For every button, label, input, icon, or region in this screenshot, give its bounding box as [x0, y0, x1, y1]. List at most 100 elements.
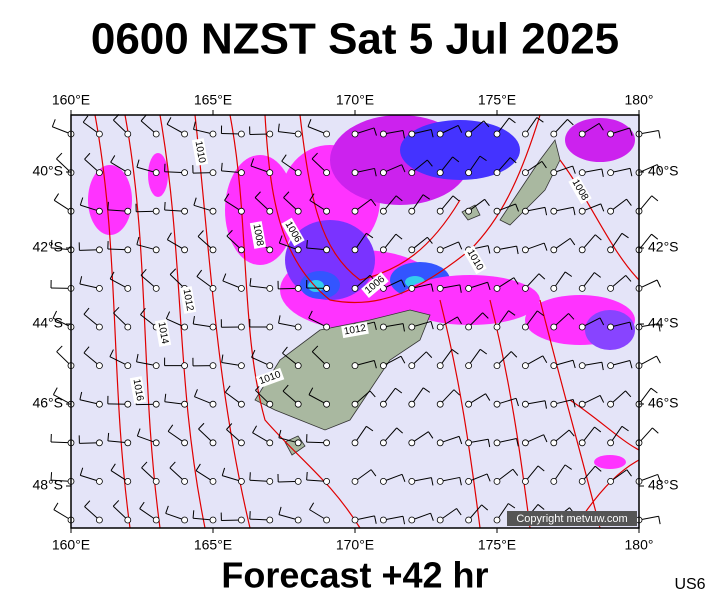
station — [238, 285, 244, 291]
wind-barb — [652, 428, 658, 433]
latitude-label: 42°S — [32, 239, 63, 255]
longitude-label: 165°E — [194, 92, 232, 108]
station — [494, 363, 500, 369]
station — [153, 440, 159, 446]
latitude-label: 40°S — [32, 163, 63, 179]
station — [295, 247, 301, 253]
station — [210, 363, 216, 369]
station — [238, 170, 244, 176]
station — [153, 247, 159, 253]
station — [608, 324, 614, 330]
station — [96, 170, 102, 176]
wind-barb — [56, 153, 61, 159]
station — [494, 170, 500, 176]
station — [238, 363, 244, 369]
station — [494, 478, 500, 484]
station — [182, 478, 188, 484]
station — [466, 401, 472, 407]
station — [125, 285, 131, 291]
station — [324, 401, 330, 407]
station — [608, 131, 614, 137]
station — [295, 170, 301, 176]
wind-barb — [57, 346, 63, 352]
station — [295, 401, 301, 407]
station — [182, 170, 188, 176]
station — [579, 478, 585, 484]
station — [352, 478, 358, 484]
station — [324, 208, 330, 214]
station — [238, 208, 244, 214]
station — [96, 208, 102, 214]
station — [380, 324, 386, 330]
station — [238, 324, 244, 330]
station — [125, 247, 131, 253]
station — [522, 363, 528, 369]
station — [352, 247, 358, 253]
station — [267, 401, 273, 407]
station — [579, 131, 585, 137]
station — [409, 440, 415, 446]
wind-barb — [221, 163, 222, 171]
title: 0600 NZST Sat 5 Jul 2025 — [91, 15, 619, 64]
station — [608, 478, 614, 484]
station — [295, 324, 301, 330]
station — [352, 131, 358, 137]
wind-barb — [657, 356, 661, 363]
station — [96, 517, 102, 523]
copyright: Copyright metvuw.com — [516, 513, 627, 525]
station — [437, 285, 443, 291]
station — [551, 440, 557, 446]
station — [182, 208, 188, 214]
station — [210, 208, 216, 214]
wind-barb — [53, 388, 57, 395]
longitude-label: 170°E — [336, 92, 374, 108]
station — [324, 363, 330, 369]
latitude-label: 44°S — [32, 315, 63, 331]
station — [182, 131, 188, 137]
station — [125, 440, 131, 446]
station — [182, 440, 188, 446]
station — [608, 363, 614, 369]
station — [551, 208, 557, 214]
station — [522, 324, 528, 330]
station — [153, 517, 159, 523]
station — [125, 324, 131, 330]
station — [238, 440, 244, 446]
station — [267, 363, 273, 369]
station — [153, 208, 159, 214]
latitude-label: 40°S — [648, 163, 679, 179]
station — [324, 517, 330, 523]
station — [238, 478, 244, 484]
latitude-label: 48°S — [648, 477, 679, 493]
station — [466, 131, 472, 137]
wind-barb — [108, 202, 109, 210]
station — [409, 131, 415, 137]
latitude-label: 44°S — [648, 315, 679, 331]
wind-barb — [54, 194, 58, 201]
latitude-label: 46°S — [648, 395, 679, 411]
station — [437, 517, 443, 523]
station — [125, 363, 131, 369]
station — [96, 131, 102, 137]
station — [210, 324, 216, 330]
station — [125, 478, 131, 484]
station — [153, 131, 159, 137]
wind-barb — [659, 131, 660, 139]
station — [551, 247, 557, 253]
station — [608, 440, 614, 446]
station — [579, 440, 585, 446]
station — [466, 517, 472, 523]
forecast-label: Forecast +42 hr — [221, 555, 488, 596]
longitude-label: 170°E — [336, 537, 374, 553]
station — [295, 285, 301, 291]
station — [295, 517, 301, 523]
station — [494, 440, 500, 446]
station — [608, 208, 614, 214]
wind-barb — [657, 280, 660, 287]
station — [380, 131, 386, 137]
station — [238, 517, 244, 523]
station — [522, 131, 528, 137]
station — [437, 131, 443, 137]
station — [380, 440, 386, 446]
station — [494, 131, 500, 137]
